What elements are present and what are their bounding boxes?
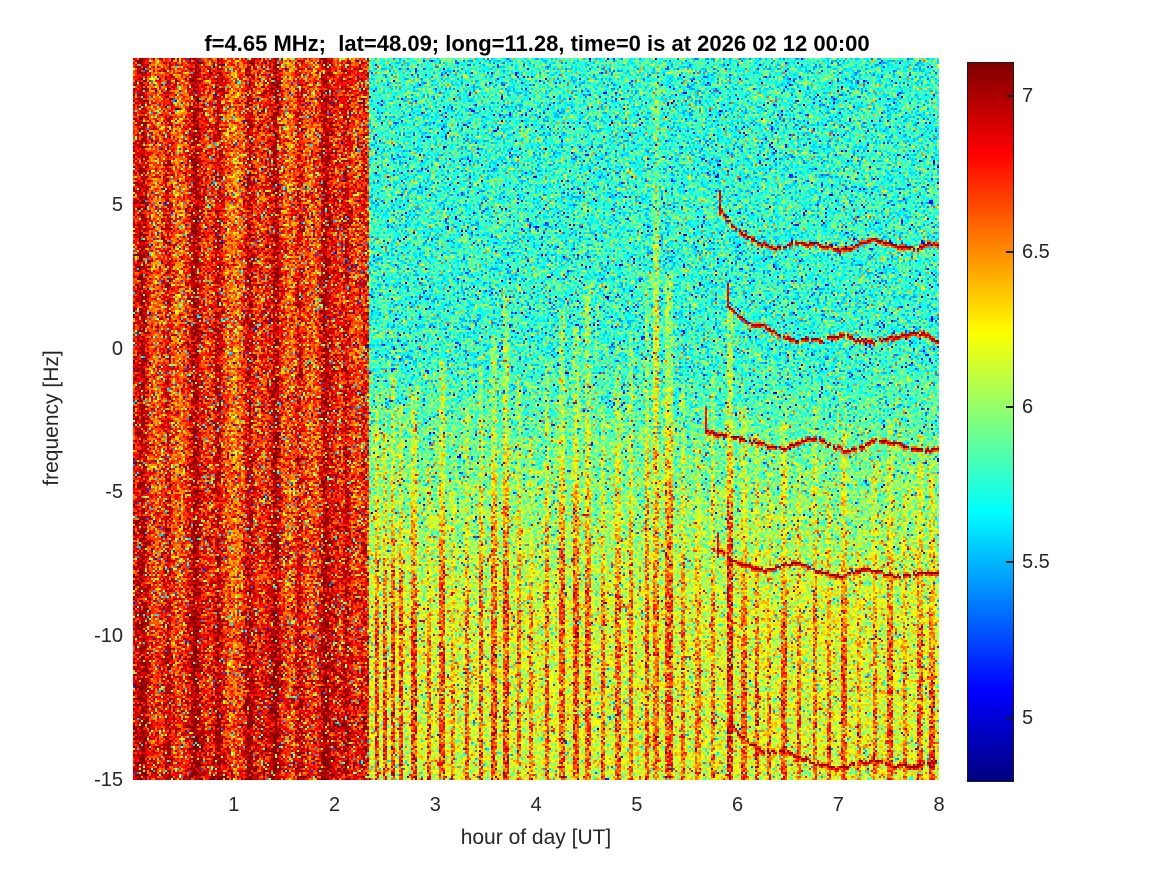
y-tick-label: 0	[111, 337, 123, 360]
colorbar-tick-mark	[1006, 716, 1013, 719]
x-axis-label: hour of day [UT]	[460, 826, 612, 849]
y-axis-label: frequency [Hz]	[40, 350, 63, 486]
x-tick-label: 1	[228, 794, 240, 816]
colorbar-tick-mark	[1006, 250, 1013, 253]
x-tick-label: 6	[731, 794, 744, 816]
colorbar	[967, 62, 1014, 782]
colorbar-tick-label: 6	[1022, 396, 1034, 418]
colorbar-tick-label: 5.5	[1022, 551, 1050, 574]
x-tick-label: 5	[631, 794, 643, 816]
colorbar-tick-mark	[1006, 561, 1013, 564]
colorbar-tick-mark	[1006, 95, 1013, 98]
y-tick-label: -5	[105, 481, 123, 504]
y-tick-label: -10	[94, 625, 123, 648]
x-tick-label: 4	[530, 794, 542, 816]
y-tick-label: 5	[111, 193, 123, 216]
y-tick-label: -15	[94, 769, 123, 791]
x-tick-label: 2	[328, 794, 341, 816]
x-tick-label: 7	[832, 794, 844, 816]
spectrogram-heatmap	[133, 58, 939, 780]
colorbar-tick-mark	[1006, 406, 1013, 408]
x-tick-label: 8	[933, 794, 945, 816]
colorbar-tick-label: 7	[1022, 85, 1034, 108]
colorbar-tick-label: 5	[1022, 706, 1034, 729]
colorbar-tick-label: 6.5	[1022, 240, 1050, 263]
x-tick-label: 3	[429, 794, 441, 816]
plot-title: f=4.65 MHz; lat=48.09; long=11.28, time=…	[204, 31, 870, 56]
